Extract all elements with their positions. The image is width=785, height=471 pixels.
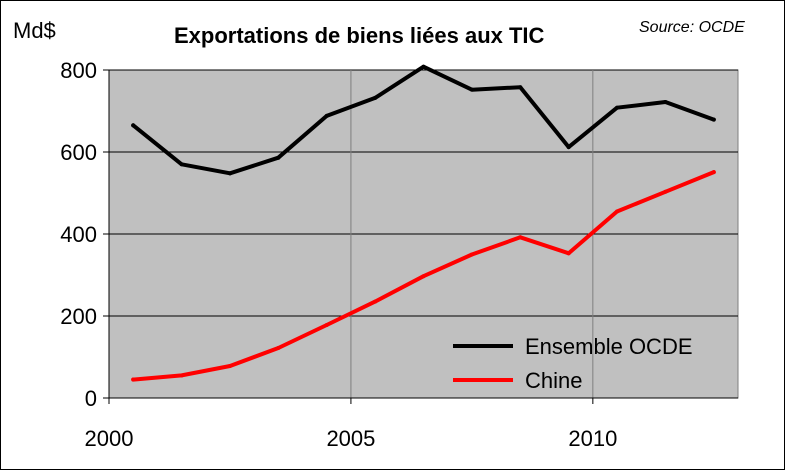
data-point	[421, 274, 426, 279]
x-tick-label: 2000	[85, 426, 134, 451]
chart-source: Source: OCDE	[639, 19, 745, 36]
data-point	[276, 155, 281, 160]
series-lines	[131, 64, 716, 382]
y-tick-label: 200	[60, 304, 97, 329]
data-point	[324, 323, 329, 328]
data-point	[131, 123, 136, 128]
x-tick-label: 2010	[568, 426, 617, 451]
data-point	[711, 117, 716, 122]
legend-label: Ensemble OCDE	[525, 334, 693, 359]
data-point	[469, 87, 474, 92]
y-tick-label: 800	[60, 58, 97, 83]
y-axis-unit-label: Md$	[13, 18, 56, 43]
x-tick-label: 2005	[326, 426, 375, 451]
data-point	[566, 145, 571, 150]
legend: Ensemble OCDE Chine	[453, 334, 693, 393]
data-point	[711, 170, 716, 175]
data-point	[227, 171, 232, 176]
data-point	[324, 113, 329, 118]
data-point	[179, 162, 184, 167]
data-point	[663, 99, 668, 104]
data-point	[179, 373, 184, 378]
data-point	[276, 345, 281, 350]
y-tick-label: 0	[85, 386, 97, 411]
data-point	[373, 95, 378, 100]
legend-label: Chine	[525, 368, 582, 393]
data-point	[469, 252, 474, 257]
y-tick-label: 600	[60, 140, 97, 165]
data-point	[663, 189, 668, 194]
data-point	[615, 105, 620, 110]
data-point	[373, 299, 378, 304]
data-point	[518, 235, 523, 240]
data-point	[227, 364, 232, 369]
chart-title: Exportations de biens liées aux TIC	[174, 23, 545, 48]
data-point	[518, 85, 523, 90]
data-point	[615, 209, 620, 214]
data-point	[421, 64, 426, 69]
data-point	[131, 377, 136, 382]
axes: 0 200 400 600 800 2000 2005 2010	[60, 58, 738, 451]
y-tick-label: 400	[60, 222, 97, 247]
data-point	[566, 251, 571, 256]
